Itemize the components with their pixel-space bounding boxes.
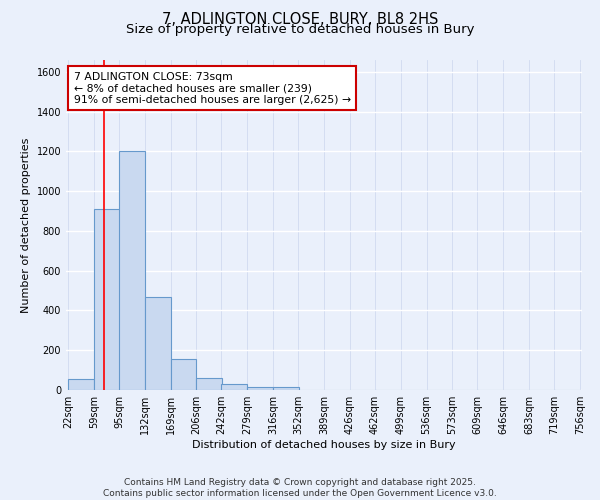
Bar <box>94 209 119 390</box>
Bar <box>145 296 170 390</box>
Text: Contains HM Land Registry data © Crown copyright and database right 2025.
Contai: Contains HM Land Registry data © Crown c… <box>103 478 497 498</box>
Bar <box>196 378 222 390</box>
X-axis label: Distribution of detached houses by size in Bury: Distribution of detached houses by size … <box>192 440 456 450</box>
Text: Size of property relative to detached houses in Bury: Size of property relative to detached ho… <box>126 24 474 36</box>
Bar <box>170 359 196 390</box>
Bar <box>119 152 145 390</box>
Bar <box>221 384 247 390</box>
Bar <box>68 379 94 390</box>
Text: 7 ADLINGTON CLOSE: 73sqm
← 8% of detached houses are smaller (239)
91% of semi-d: 7 ADLINGTON CLOSE: 73sqm ← 8% of detache… <box>74 72 351 105</box>
Text: 7, ADLINGTON CLOSE, BURY, BL8 2HS: 7, ADLINGTON CLOSE, BURY, BL8 2HS <box>162 12 438 28</box>
Bar <box>247 387 273 390</box>
Y-axis label: Number of detached properties: Number of detached properties <box>21 138 31 312</box>
Bar <box>273 387 299 390</box>
